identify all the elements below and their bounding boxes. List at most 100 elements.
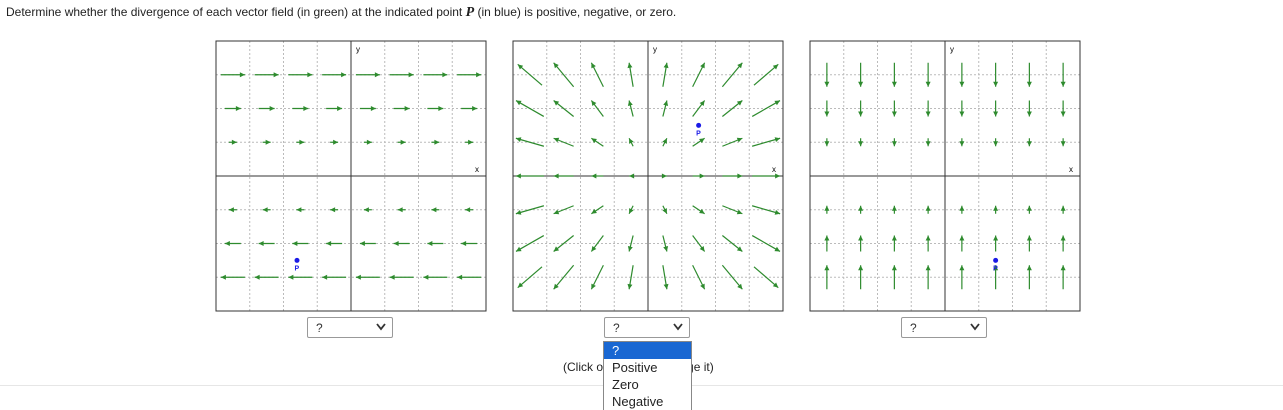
arrow-head — [699, 246, 705, 252]
x-axis-label: x — [772, 165, 776, 174]
answer-dropdown[interactable]: ? — [604, 317, 690, 338]
arrow-head — [1026, 141, 1032, 147]
arrow-head — [591, 208, 597, 214]
chevron-path — [376, 323, 386, 331]
arrow-head — [517, 282, 524, 288]
arrow-head — [404, 106, 410, 111]
arrow-head — [366, 139, 372, 145]
dropdown-value: ? — [316, 321, 323, 335]
arrow-head — [1060, 265, 1066, 271]
arrow-head — [265, 139, 271, 145]
arrow-head — [591, 138, 597, 144]
arrow-head — [737, 173, 743, 179]
field-arrow — [751, 235, 781, 252]
arrow-head — [925, 81, 931, 87]
arrow-head — [1060, 205, 1066, 211]
arrow-head — [925, 141, 931, 147]
arrow-head — [330, 207, 336, 213]
arrow-head — [959, 205, 965, 211]
arrow-head — [307, 72, 313, 78]
dropdown-option[interactable]: ? — [604, 342, 691, 359]
arrow-head — [1060, 141, 1066, 147]
instruction-text: Determine whether the divergence of each… — [6, 5, 466, 19]
arrow-head — [393, 241, 399, 246]
arrow-head — [553, 137, 560, 143]
arrow-head — [772, 64, 779, 70]
arrow-head — [333, 139, 339, 145]
arrow-head — [774, 137, 781, 143]
arrow-head — [736, 246, 743, 252]
arrow-head — [891, 111, 897, 117]
arrow-head — [858, 141, 864, 147]
point-name: P — [465, 5, 475, 20]
arrow-head — [824, 111, 830, 117]
arrow-head — [774, 246, 781, 252]
arrow-head — [1026, 81, 1032, 87]
dropdown-list[interactable]: ? Positive Zero Negative — [603, 341, 692, 410]
arrow-head — [355, 274, 361, 280]
arrow-head — [891, 265, 897, 271]
vector-field-plot[interactable]: y x P — [215, 40, 487, 312]
y-axis-label: y — [356, 45, 360, 54]
arrow-head — [292, 241, 298, 246]
arrow-head — [231, 139, 237, 145]
arrow-head — [591, 246, 597, 252]
instruction-text: (in blue) is positive, negative, or zero… — [474, 5, 677, 19]
point-p — [294, 257, 300, 263]
arrow-head — [891, 81, 897, 87]
arrow-head — [858, 235, 864, 241]
chevron — [970, 323, 980, 331]
arrow-head — [288, 274, 294, 280]
arrow-head — [629, 173, 635, 179]
arrow-head — [824, 141, 830, 147]
field-arrow — [753, 266, 779, 289]
arrow-head — [858, 111, 864, 117]
arrow-head — [408, 72, 414, 78]
arrow-head — [591, 283, 596, 290]
x-axis-label: x — [475, 165, 479, 174]
arrow-head — [258, 241, 264, 246]
dropdown-value: ? — [910, 321, 917, 335]
field-arrow — [515, 100, 545, 117]
arrow-head — [273, 72, 279, 78]
vector-field-plot[interactable]: y x P — [809, 40, 1081, 312]
arrow-head — [663, 246, 669, 252]
arrow-head — [553, 209, 560, 215]
arrow-head — [891, 235, 897, 241]
arrow-head — [959, 235, 965, 241]
field-arrow — [517, 63, 543, 86]
arrow-head — [925, 265, 931, 271]
answer-dropdown[interactable]: ? — [901, 317, 987, 338]
dropdown-option[interactable]: Negative — [612, 394, 664, 409]
arrow-head — [1026, 205, 1032, 211]
arrow-head — [553, 62, 559, 69]
x-axis-label: x — [1069, 165, 1073, 174]
dropdown-option[interactable]: Positive — [612, 360, 658, 375]
dropdown-value: ? — [613, 321, 620, 335]
arrow-head — [591, 173, 597, 179]
arrow-head — [959, 111, 965, 117]
vector-field-plot[interactable]: y x P — [512, 40, 784, 312]
arrow-head — [858, 265, 864, 271]
arrow-head — [1026, 235, 1032, 241]
dropdown-option[interactable]: Zero — [612, 377, 639, 392]
arrow-head — [774, 100, 781, 106]
arrow-head — [515, 137, 522, 143]
arrow-head — [326, 241, 332, 246]
arrow-head — [515, 209, 522, 215]
plot-area: y x P — [809, 40, 1081, 312]
y-axis-label: y — [653, 45, 657, 54]
arrow-head — [461, 241, 467, 246]
answer-dropdown[interactable]: ? — [307, 317, 393, 338]
arrow-head — [370, 106, 376, 111]
arrow-head — [627, 100, 633, 106]
arrow-head — [627, 62, 633, 69]
arrow-head — [699, 208, 705, 214]
arrow-head — [476, 72, 482, 78]
arrow-head — [925, 205, 931, 211]
arrow-head — [824, 235, 830, 241]
arrow-head — [363, 207, 369, 213]
arrow-head — [220, 274, 226, 280]
arrow-head — [239, 72, 245, 78]
arrow-head — [427, 241, 433, 246]
